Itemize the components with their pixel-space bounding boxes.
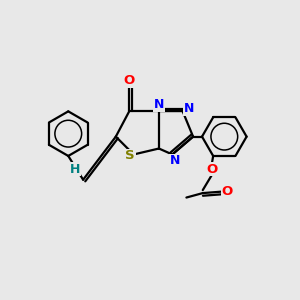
Text: O: O bbox=[206, 163, 217, 176]
Text: N: N bbox=[170, 154, 181, 167]
Text: S: S bbox=[125, 149, 135, 162]
Text: O: O bbox=[124, 74, 135, 87]
Text: O: O bbox=[222, 185, 233, 198]
Text: N: N bbox=[154, 98, 164, 111]
Text: H: H bbox=[70, 163, 80, 176]
Text: N: N bbox=[184, 102, 194, 115]
